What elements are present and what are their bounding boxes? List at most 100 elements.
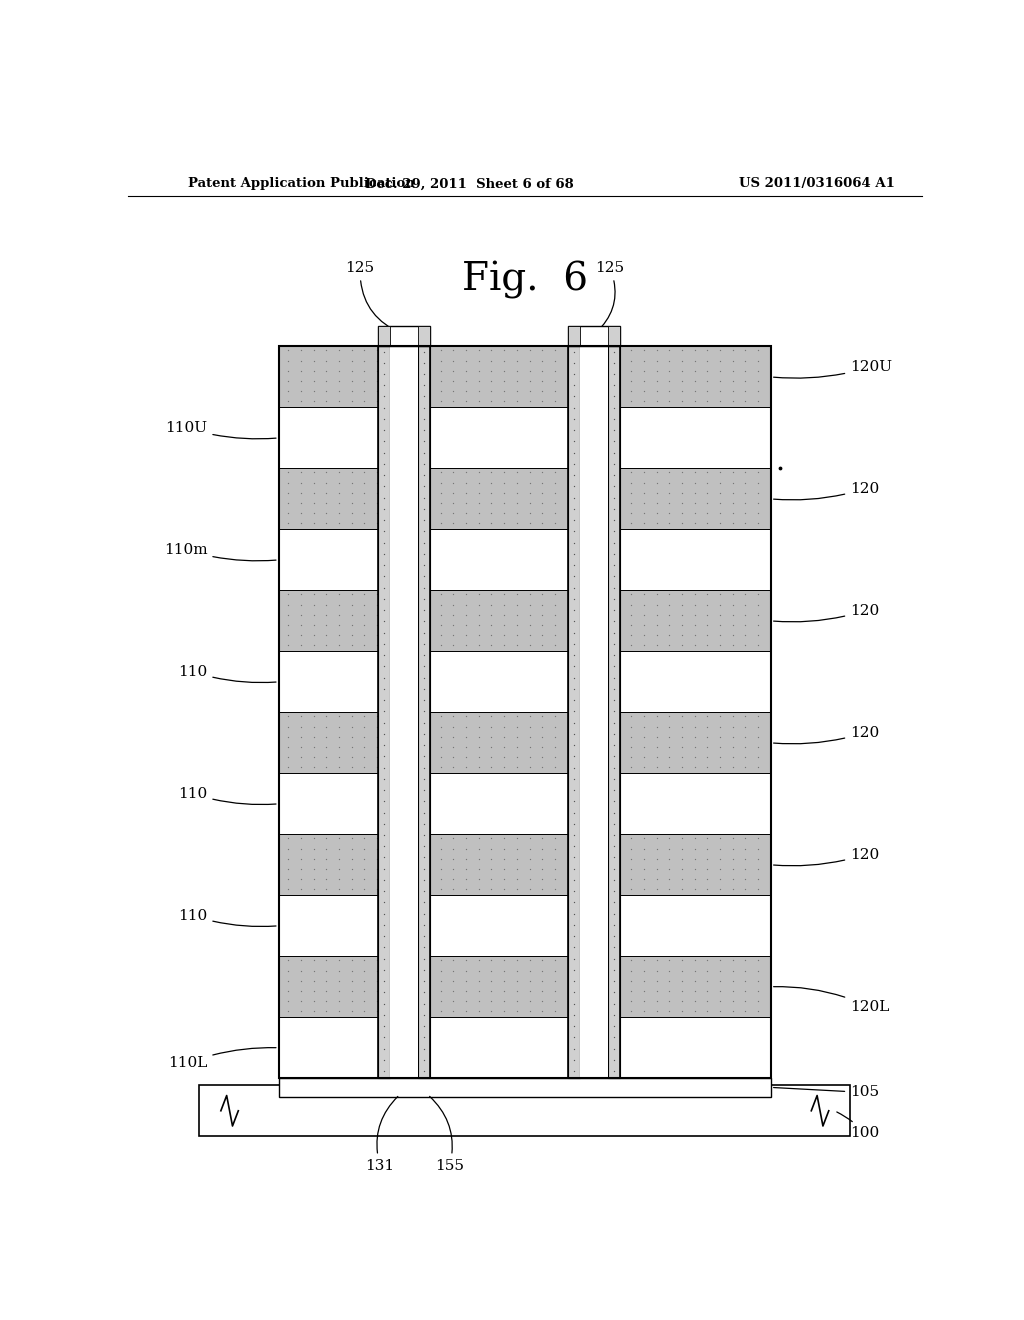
Point — [572, 482, 589, 503]
Point — [750, 849, 766, 870]
Point — [559, 828, 575, 849]
Point — [662, 371, 678, 392]
Point — [662, 492, 678, 513]
Point — [566, 723, 583, 744]
Point — [636, 1001, 652, 1022]
Point — [445, 726, 462, 747]
Point — [585, 371, 601, 392]
Point — [376, 1038, 392, 1059]
Point — [420, 635, 436, 656]
Point — [610, 756, 627, 777]
Point — [471, 635, 487, 656]
Point — [610, 715, 627, 737]
Point — [331, 624, 347, 645]
Point — [293, 828, 309, 849]
Point — [376, 544, 392, 565]
Point — [496, 350, 512, 371]
Point — [566, 477, 583, 498]
Text: 110: 110 — [178, 908, 276, 927]
Point — [623, 482, 639, 503]
Point — [458, 879, 474, 900]
Point — [394, 726, 411, 747]
Point — [712, 391, 728, 412]
Point — [712, 380, 728, 401]
Point — [535, 360, 551, 381]
Point — [610, 341, 627, 362]
Point — [376, 858, 392, 879]
Text: 125: 125 — [345, 261, 401, 333]
Point — [376, 970, 392, 991]
Point — [356, 858, 373, 879]
Point — [566, 937, 583, 958]
Point — [416, 925, 432, 946]
Point — [382, 462, 398, 483]
Point — [712, 624, 728, 645]
Point — [344, 391, 360, 412]
Point — [394, 950, 411, 972]
Point — [636, 462, 652, 483]
Point — [636, 990, 652, 1011]
Point — [293, 360, 309, 381]
Point — [566, 544, 583, 565]
Point — [416, 1038, 432, 1059]
Point — [356, 747, 373, 768]
Point — [458, 747, 474, 768]
Point — [293, 981, 309, 1002]
Point — [725, 950, 741, 972]
Point — [394, 858, 411, 879]
Point — [737, 391, 754, 412]
Bar — [279, 651, 771, 713]
Point — [535, 473, 551, 494]
Point — [725, 838, 741, 859]
Point — [662, 462, 678, 483]
Point — [662, 635, 678, 656]
Point — [382, 1001, 398, 1022]
Point — [737, 512, 754, 533]
Point — [416, 521, 432, 543]
Point — [585, 380, 601, 401]
Point — [606, 701, 623, 722]
Point — [483, 605, 500, 626]
Point — [281, 879, 297, 900]
Point — [356, 605, 373, 626]
Bar — [279, 1018, 771, 1078]
Point — [566, 442, 583, 463]
Point — [606, 915, 623, 936]
Point — [606, 397, 623, 418]
Point — [699, 737, 716, 758]
Point — [566, 678, 583, 700]
Point — [331, 512, 347, 533]
Point — [712, 706, 728, 727]
Point — [725, 350, 741, 371]
Point — [674, 960, 690, 981]
Point — [331, 838, 347, 859]
Point — [636, 605, 652, 626]
Point — [712, 849, 728, 870]
Point — [535, 849, 551, 870]
Point — [686, 726, 702, 747]
Point — [636, 360, 652, 381]
Point — [585, 950, 601, 972]
Point — [281, 371, 297, 392]
Point — [483, 1001, 500, 1022]
Point — [606, 644, 623, 665]
Point — [566, 711, 583, 733]
Point — [606, 611, 623, 632]
Point — [610, 849, 627, 870]
Point — [420, 715, 436, 737]
Point — [636, 706, 652, 727]
Point — [458, 950, 474, 972]
Point — [648, 380, 665, 401]
Point — [416, 948, 432, 969]
Point — [369, 594, 385, 615]
Point — [420, 1001, 436, 1022]
Point — [598, 360, 614, 381]
Point — [725, 879, 741, 900]
Point — [420, 706, 436, 727]
Point — [416, 453, 432, 474]
Point — [610, 594, 627, 615]
Point — [458, 341, 474, 362]
Point — [566, 611, 583, 632]
Point — [535, 594, 551, 615]
Point — [623, 970, 639, 991]
